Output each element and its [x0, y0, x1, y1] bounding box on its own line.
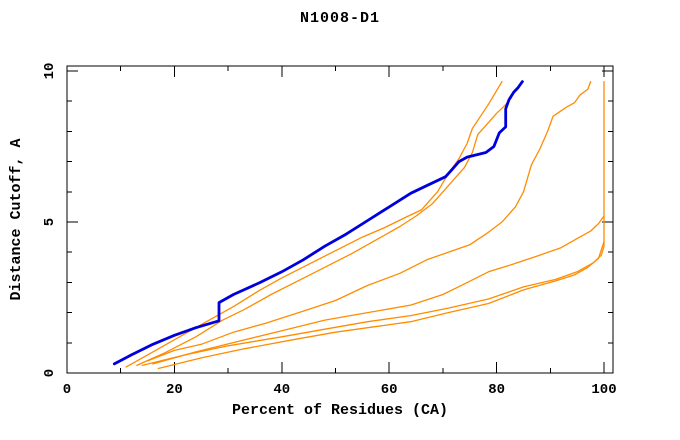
- series-orange-model-1: [125, 80, 503, 368]
- plot-frame: [66, 65, 614, 374]
- y-tick-label: 0: [42, 369, 58, 377]
- x-tick-label: 0: [63, 382, 71, 398]
- x-tick-label: 100: [591, 382, 616, 398]
- series-orange-model-6: [157, 240, 605, 370]
- chart-title: N1008-D1: [299, 10, 380, 27]
- x-axis-title: Percent of Residues (CA): [232, 402, 448, 419]
- y-tick-label: 5: [42, 218, 58, 226]
- x-tick-label: 20: [166, 382, 183, 398]
- y-tick-label: 10: [42, 63, 58, 80]
- x-tick-label: 80: [488, 382, 505, 398]
- series-orange-model-2: [136, 97, 512, 367]
- series-orange-model-4: [152, 215, 605, 365]
- series-orange-model-3: [146, 80, 592, 362]
- y-axis-title: Distance Cutoff, A: [8, 138, 25, 300]
- series-blue-highlighted-model: [112, 80, 524, 366]
- x-tick-label: 60: [381, 382, 398, 398]
- x-tick-label: 40: [273, 382, 290, 398]
